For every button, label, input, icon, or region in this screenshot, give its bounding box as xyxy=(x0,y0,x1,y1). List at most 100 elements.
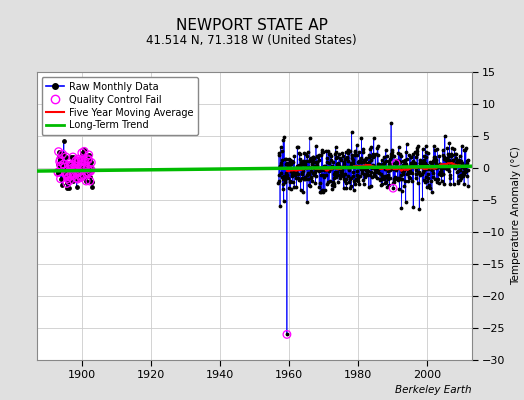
Point xyxy=(396,151,404,157)
Point xyxy=(349,169,357,175)
Point xyxy=(411,174,420,181)
Point xyxy=(70,158,78,165)
Point xyxy=(288,172,296,178)
Point xyxy=(317,167,325,174)
Point xyxy=(86,168,95,174)
Point xyxy=(401,199,410,206)
Point xyxy=(86,178,94,184)
Point xyxy=(458,160,466,166)
Point xyxy=(276,163,285,169)
Point xyxy=(53,166,62,173)
Point xyxy=(335,164,344,171)
Point xyxy=(394,177,402,183)
Point xyxy=(464,182,472,189)
Point xyxy=(419,160,428,167)
Point xyxy=(65,166,73,173)
Point xyxy=(275,152,283,158)
Point xyxy=(377,182,386,188)
Point xyxy=(356,172,364,179)
Point xyxy=(357,170,366,177)
Point xyxy=(427,178,435,184)
Point xyxy=(350,164,358,170)
Point xyxy=(62,172,71,178)
Point xyxy=(355,163,363,169)
Point xyxy=(281,156,290,162)
Point xyxy=(313,162,322,168)
Point xyxy=(442,162,450,169)
Point xyxy=(455,153,464,160)
Point xyxy=(385,182,394,188)
Point xyxy=(337,168,345,175)
Point xyxy=(359,181,368,187)
Point xyxy=(315,184,323,190)
Point xyxy=(77,174,85,181)
Point xyxy=(283,162,292,169)
Point xyxy=(433,164,442,170)
Point xyxy=(308,178,316,184)
Point xyxy=(62,184,71,191)
Point xyxy=(428,188,436,195)
Point xyxy=(79,157,87,164)
Point xyxy=(303,198,311,205)
Point xyxy=(54,148,63,155)
Point xyxy=(353,152,362,158)
Point xyxy=(71,165,79,171)
Point xyxy=(426,158,434,165)
Point xyxy=(339,172,347,179)
Point xyxy=(328,163,336,169)
Point xyxy=(372,151,380,157)
Point xyxy=(412,148,421,154)
Point xyxy=(78,158,86,164)
Point xyxy=(61,154,70,160)
Point xyxy=(307,174,315,180)
Point xyxy=(58,151,67,157)
Point xyxy=(386,155,394,162)
Point xyxy=(354,158,363,165)
Point xyxy=(310,165,318,172)
Point xyxy=(372,166,380,172)
Point xyxy=(292,174,300,181)
Point xyxy=(368,164,377,171)
Point xyxy=(304,170,312,176)
Point xyxy=(375,170,384,176)
Point xyxy=(291,168,300,175)
Point xyxy=(54,170,62,176)
Point xyxy=(397,205,406,211)
Point xyxy=(417,158,425,164)
Point xyxy=(300,176,309,182)
Point xyxy=(298,161,307,167)
Point xyxy=(289,178,297,185)
Point xyxy=(57,162,65,169)
Point xyxy=(422,154,430,160)
Point xyxy=(337,167,346,173)
Point xyxy=(435,153,443,159)
Point xyxy=(83,172,91,179)
Point xyxy=(294,162,302,169)
Point xyxy=(351,148,359,154)
Point xyxy=(286,178,294,184)
Point xyxy=(57,162,65,169)
Point xyxy=(381,147,390,153)
Point xyxy=(296,156,304,162)
Point xyxy=(376,176,384,183)
Point xyxy=(71,164,80,171)
Point xyxy=(349,172,357,179)
Point xyxy=(392,157,400,164)
Point xyxy=(411,160,419,166)
Point xyxy=(75,169,83,175)
Point xyxy=(366,153,374,160)
Point xyxy=(78,150,86,156)
Point xyxy=(79,163,88,170)
Y-axis label: Temperature Anomaly (°C): Temperature Anomaly (°C) xyxy=(511,146,521,286)
Point xyxy=(74,156,83,163)
Point xyxy=(380,154,389,160)
Point xyxy=(364,161,372,167)
Point xyxy=(415,164,423,170)
Point xyxy=(463,173,472,180)
Point xyxy=(346,162,355,168)
Point xyxy=(82,170,91,176)
Point xyxy=(290,169,299,176)
Point xyxy=(314,157,323,164)
Point xyxy=(382,179,390,186)
Point xyxy=(67,171,75,178)
